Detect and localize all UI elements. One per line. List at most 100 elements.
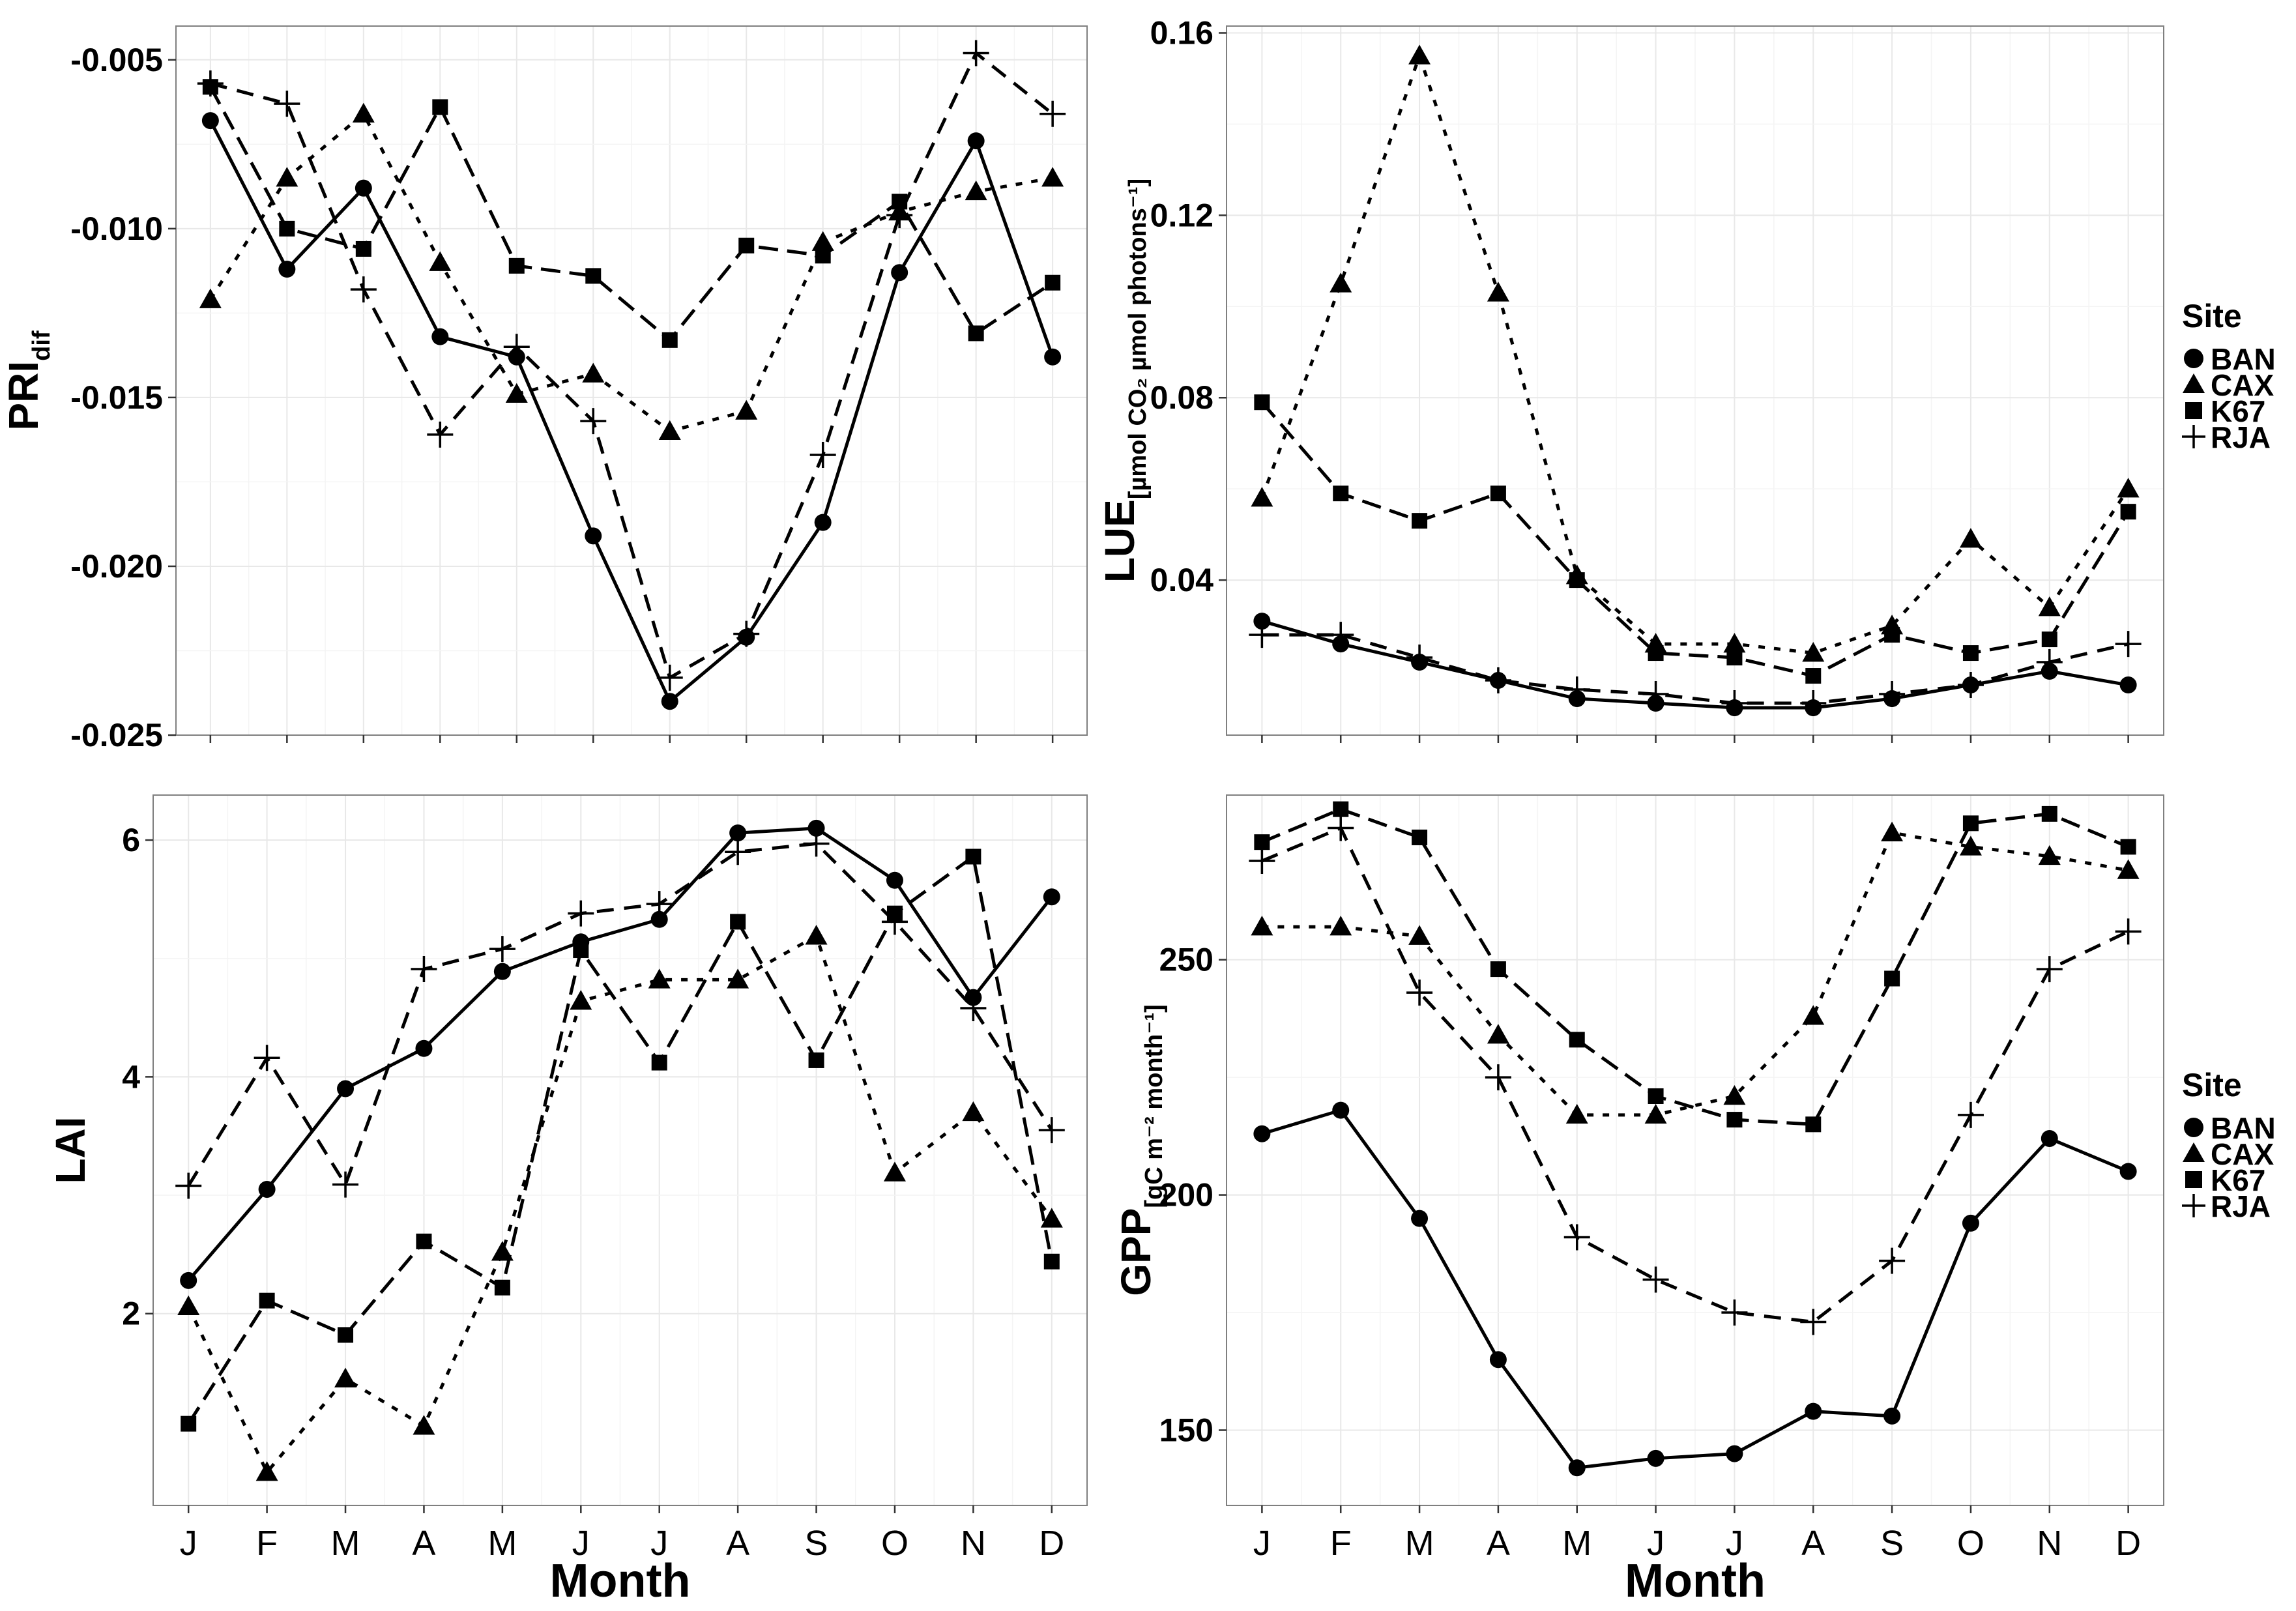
panel-lai: 2 4 6 J F M A M J J A S O N D LAI Month (47, 794, 1088, 1607)
series-ban (201, 112, 1062, 710)
marker-cax-5 (570, 990, 592, 1010)
marker-k67-4 (1569, 1032, 1585, 1048)
x-tick-label: M (331, 1524, 360, 1563)
marker-rja-11 (2115, 918, 2142, 945)
marker-cax-9 (1959, 835, 1982, 856)
x-tick-label: O (881, 1524, 908, 1563)
marker-rja-0 (1249, 848, 1275, 875)
marker-rja-7 (1800, 1309, 1827, 1335)
marker-ban-3 (431, 328, 449, 345)
marker-rja-1 (254, 1045, 280, 1071)
marker-k67-2 (338, 1327, 354, 1343)
marker-rja-7 (1800, 690, 1827, 717)
marker-ban-8 (1883, 1407, 1901, 1425)
marker-ban-0 (1253, 613, 1271, 630)
series-cax (199, 102, 1064, 440)
marker-rja-1 (1328, 622, 1354, 648)
x-tick-label: D (2115, 1524, 2141, 1563)
legend-key-rja (2182, 1194, 2205, 1217)
marker-k67-10 (968, 325, 984, 341)
marker-cax-1 (255, 1461, 278, 1481)
series-rja (1249, 815, 2142, 1335)
marker-ban-8 (814, 514, 832, 531)
marker-rja-1 (274, 91, 300, 117)
legend-title: Site (2182, 1067, 2242, 1103)
marker-k67-10 (965, 849, 981, 865)
marker-k67-0 (181, 1415, 197, 1432)
marker-rja-9 (881, 908, 908, 935)
marker-rja-11 (1038, 1117, 1065, 1144)
marker-k67-7 (1805, 668, 1822, 684)
series-line-ban (1261, 619, 2129, 710)
marker-rja-8 (1879, 1247, 1906, 1274)
x-tick-label: A (412, 1524, 435, 1563)
marker-cax-7 (1802, 642, 1825, 662)
marker-ban-1 (1332, 1101, 1350, 1119)
y-axis-title-main: LAI (47, 1116, 94, 1183)
panel-gpp: 150 200 250 J F M A M J J A S O N D GPP[gC m⁻² month⁻¹]… (1112, 794, 2164, 1607)
marker-ban-0 (1253, 1125, 1271, 1142)
marker-rja-11 (1039, 100, 1066, 127)
marker-rja-6 (1721, 1299, 1748, 1326)
marker-ban-1 (278, 261, 296, 278)
marker-cax-7 (735, 399, 758, 420)
marker-cax-3 (429, 251, 452, 271)
marker-rja-6 (1721, 690, 1748, 717)
marker-ban-6 (650, 910, 668, 928)
marker-rja-9 (886, 202, 913, 229)
marker-ban-10 (967, 132, 985, 150)
y-tick-label: 150 (1159, 1412, 1213, 1449)
marker-k67-6 (1726, 650, 1743, 666)
marker-ban-10 (2041, 1129, 2058, 1147)
legend-label-ban: BAN (2211, 342, 2276, 376)
legend-label-k67: K67 (2211, 1163, 2265, 1197)
marker-k67-5 (1648, 1088, 1664, 1104)
marker-rja-5 (1642, 681, 1669, 708)
y-tick-label: 0.08 (1150, 379, 1213, 416)
x-tick-label: N (961, 1524, 986, 1563)
lai-x-axis-title: Month (550, 1555, 691, 1607)
marker-rja-3 (427, 421, 454, 448)
gpp-gridlines (1227, 795, 2164, 1505)
legend-key-cax (2183, 373, 2205, 393)
marker-k67-4 (1569, 572, 1585, 588)
series-cax (1251, 821, 2140, 1124)
panel-pri: -0.005 -0.010 -0.015 -0.020 -0.025 PRIdif (0, 25, 1088, 753)
series-rja (175, 830, 1065, 1199)
marker-cax-6 (648, 968, 671, 989)
marker-k67-10 (2041, 631, 2057, 648)
y-tick-label: 0.12 (1150, 197, 1213, 233)
pri-gridlines (176, 26, 1087, 736)
marker-rja-4 (1563, 1224, 1590, 1251)
marker-cax-7 (1802, 1005, 1825, 1025)
y-tick-label: 0.16 (1150, 14, 1213, 51)
series-rja (1249, 622, 2142, 717)
series-rja (197, 40, 1066, 691)
lue-gridlines (1227, 26, 2164, 735)
y-axis-title-main: PRI (0, 361, 47, 431)
gpp-x-axis-title: Month (1625, 1555, 1766, 1607)
marker-rja-3 (1485, 667, 1511, 694)
marker-rja-6 (656, 664, 683, 691)
legend-key-k67 (2185, 1171, 2202, 1188)
legend-key-ban (2184, 1118, 2203, 1137)
gpp-plot-border (1226, 794, 2164, 1506)
panel-lue: 0.04 0.08 0.12 0.16 LUE[µmol CO₂ µmol photon… (1096, 14, 2164, 743)
x-tick-label: A (726, 1524, 749, 1563)
marker-rja-10 (963, 40, 989, 66)
marker-cax-10 (965, 180, 987, 201)
marker-ban-7 (729, 824, 747, 842)
marker-k67-1 (1333, 486, 1349, 502)
pri-y-axis-title: PRIdif (0, 330, 55, 430)
series-line-rja (187, 841, 1053, 1187)
marker-rja-10 (960, 995, 987, 1021)
legend-key-ban (2184, 349, 2203, 368)
marker-cax-6 (658, 420, 681, 440)
marker-cax-6 (1723, 633, 1746, 653)
series-line-cax (209, 112, 1053, 433)
legend-label-ban: BAN (2211, 1111, 2276, 1145)
marker-ban-2 (1411, 1210, 1429, 1227)
x-tick-label: A (1487, 1524, 1510, 1563)
marker-k67-8 (815, 248, 831, 264)
